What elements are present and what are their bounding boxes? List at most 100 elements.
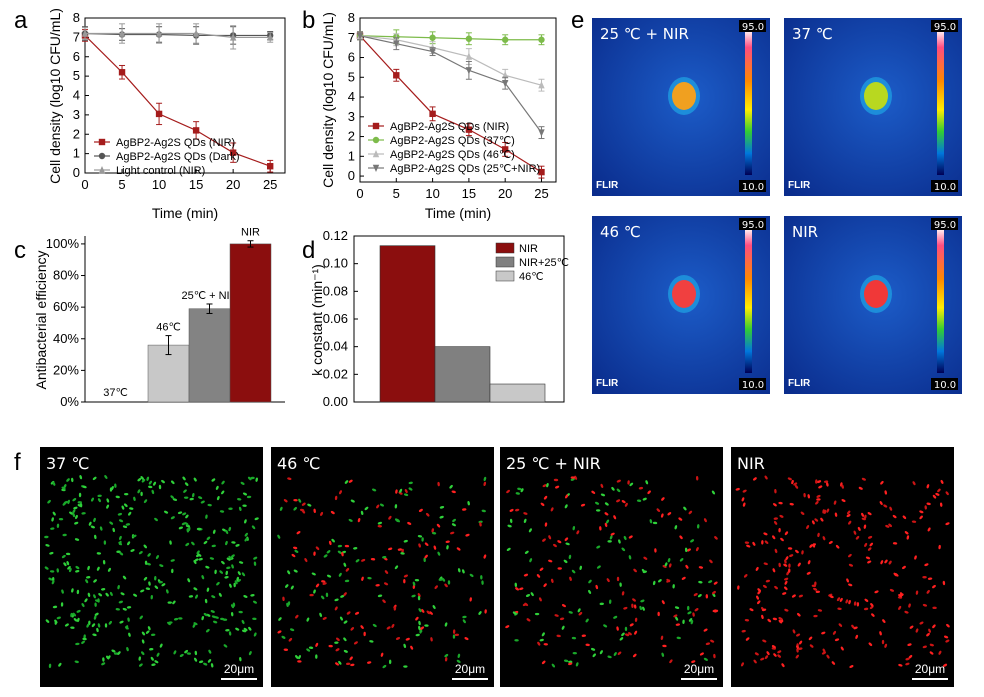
bacterium-cell — [216, 495, 220, 501]
bacterium-cell — [806, 571, 811, 575]
bacterium-cell — [106, 504, 110, 509]
thermal-scale-max: 95.0 — [934, 220, 956, 231]
pb-series-3-point — [429, 48, 436, 56]
bacterium-cell — [778, 619, 783, 624]
bacterium-cell — [543, 583, 547, 587]
bacterium-cell — [604, 502, 609, 506]
bacterium-cell — [695, 547, 699, 552]
pa-legend-marker — [98, 152, 106, 160]
bacterium-cell — [922, 645, 927, 649]
bacterium-cell — [611, 486, 615, 491]
pd-ytick-label: 0.02 — [323, 366, 348, 381]
bacterium-cell — [444, 654, 449, 658]
bacterium-cell — [367, 661, 372, 664]
bacterium-cell — [699, 652, 704, 656]
bacterium-cell — [515, 587, 519, 591]
bacterium-cell — [404, 488, 408, 494]
bacterium-cell — [334, 641, 339, 644]
bacterium-cell — [334, 606, 338, 611]
bacterium-cell — [904, 610, 909, 614]
bacterium-cell — [114, 483, 117, 488]
bacterium-cell — [797, 562, 801, 567]
pa-series-1-line — [84, 32, 271, 37]
panel-label-b: b — [302, 7, 315, 34]
pc-bar — [188, 308, 231, 403]
bacterium-cell — [795, 654, 799, 659]
bacterium-cell — [211, 544, 216, 548]
scale-bar-label: 20μm — [224, 662, 254, 676]
bacterium-cell — [710, 639, 715, 643]
bacterium-cell — [938, 544, 941, 550]
bacterium-cell — [649, 519, 653, 524]
bacterium-cell — [96, 566, 100, 571]
micrograph-title: 46 ℃ — [277, 454, 320, 473]
pc-bar — [229, 243, 272, 403]
bacterium-cell — [922, 576, 927, 579]
bacterium-cell — [483, 554, 487, 559]
bacterium-cell — [205, 514, 208, 519]
bacterium-cell — [681, 576, 686, 580]
bacterium-cell — [688, 510, 693, 515]
bacterium-cell — [48, 663, 52, 669]
bacterium-cell — [350, 499, 355, 503]
bacterium-cell — [633, 604, 637, 609]
bacterium-cell — [905, 657, 910, 661]
bacterium-cell — [225, 570, 228, 576]
bacterium-cell — [438, 578, 443, 581]
bacterium-cell — [607, 540, 612, 543]
bacterium-cell — [301, 509, 306, 514]
bacterium-cell — [694, 608, 699, 612]
bacterium-cell — [570, 478, 575, 481]
pb-series-1-point — [429, 34, 436, 41]
bacterium-cell — [309, 593, 314, 597]
thermal-scale-max-box — [739, 20, 766, 32]
bacterium-cell — [226, 566, 231, 570]
bacterium-cell — [835, 544, 840, 549]
bacterium-cell — [293, 507, 297, 511]
bacterium-cell — [625, 633, 630, 637]
bacterium-cell — [56, 616, 61, 620]
bacterium-cell — [685, 564, 689, 569]
bacterium-cell — [412, 581, 416, 586]
bacterium-cell — [815, 501, 819, 505]
pa-series-0-point — [266, 163, 274, 170]
bacterium-cell — [301, 502, 306, 506]
bacterium-cell — [341, 552, 344, 557]
bacterium-cell — [822, 536, 826, 541]
bacterium-cell — [307, 503, 312, 507]
bacterium-cell — [79, 475, 83, 480]
bacterium-cell — [73, 618, 78, 622]
bacterium-cell — [826, 508, 830, 513]
bacterium-cell — [244, 519, 247, 524]
bacterium-cell — [282, 596, 285, 602]
bacterium-cell — [572, 652, 577, 655]
bacterium-cell — [774, 548, 778, 554]
bacterium-cell — [679, 558, 684, 562]
bacterium-cell — [764, 655, 769, 659]
bacterium-cell — [140, 476, 144, 480]
bacterium-cell — [793, 482, 798, 486]
bacterium-cell — [509, 518, 513, 524]
bacterium-cell — [320, 595, 325, 600]
bacterium-cell — [781, 663, 785, 668]
bacterium-cell — [481, 509, 486, 513]
bacterium-cell — [148, 485, 153, 489]
bacterium-cell — [343, 637, 347, 642]
bacterium-cell — [139, 615, 143, 620]
bacterium-cell — [623, 535, 627, 541]
bacterium-cell — [283, 499, 288, 503]
pb-series-2-point — [465, 52, 473, 60]
bacterium-cell — [774, 488, 777, 494]
bacterium-cell — [831, 661, 836, 665]
pc-ytick-label: 20% — [53, 362, 79, 377]
bacterium-cell — [619, 582, 622, 587]
bacterium-cell — [884, 559, 888, 564]
bacterium-cell — [848, 563, 854, 567]
bacterium-cell — [315, 642, 319, 647]
bacterium-cell — [70, 612, 73, 618]
bacterium-cell — [868, 535, 873, 539]
bacterium-cell — [87, 592, 91, 598]
bacterium-cell — [796, 633, 801, 637]
bacterium-cell — [189, 497, 194, 501]
bacterium-cell — [183, 489, 187, 493]
